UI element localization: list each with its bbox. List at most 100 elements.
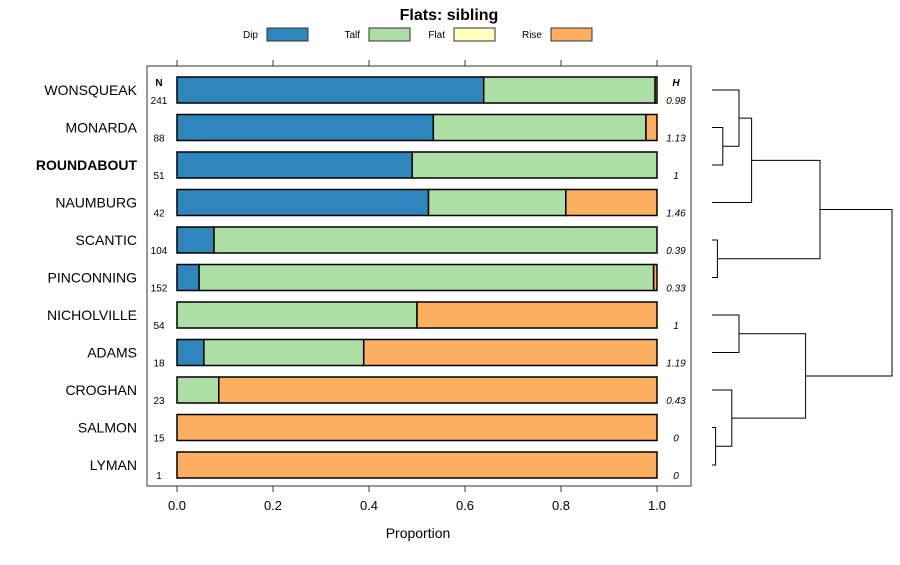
n-value: 51 xyxy=(153,171,165,182)
h-value: 0.98 xyxy=(666,96,686,107)
n-value: 241 xyxy=(151,96,168,107)
bar-segment-dip xyxy=(176,113,435,142)
dendrogram-branch xyxy=(712,427,717,466)
h-value: 1 xyxy=(673,171,679,182)
x-tick-label: 0.0 xyxy=(168,498,186,513)
bar-segment-dip xyxy=(176,151,413,179)
legend-label-talf: Talf xyxy=(344,30,360,41)
legend-label-flat: Flat xyxy=(428,30,445,41)
bar-segment-rise xyxy=(654,76,658,104)
h-value: 0 xyxy=(673,471,679,482)
x-tick-label: 1.0 xyxy=(648,498,666,513)
bar-segment-talf xyxy=(176,301,418,329)
n-value: 18 xyxy=(153,359,165,370)
bar-row-monarda: MONARDA 88 1.13 xyxy=(65,113,686,145)
x-tick-label: 0.4 xyxy=(360,498,378,513)
bar-segment-rise xyxy=(565,188,658,217)
n-value: 15 xyxy=(153,434,165,445)
bar-row-nicholville: NICHOLVILLE 54 1 xyxy=(47,301,679,332)
legend-swatch-talf xyxy=(368,27,411,42)
x-tick-label: 0.6 xyxy=(456,498,474,513)
h-value: 1.19 xyxy=(666,359,686,370)
bar-segment-talf xyxy=(432,113,647,142)
bar-segment-talf xyxy=(198,263,655,292)
dendrogram-branch xyxy=(805,209,893,377)
category-label: ROUNDABOUT xyxy=(36,157,138,173)
legend: Dip Talf Flat Rise xyxy=(243,27,593,42)
n-value: 23 xyxy=(153,396,165,407)
dendrogram-branch xyxy=(712,239,718,278)
h-header: H xyxy=(672,78,680,89)
dendrogram xyxy=(712,89,893,466)
dendrogram-branch xyxy=(712,127,724,166)
x-tick-label: 0.8 xyxy=(552,498,570,513)
category-label: SCANTIC xyxy=(76,232,137,248)
bar-segment-talf xyxy=(176,376,220,404)
dendrogram-branch xyxy=(712,314,740,353)
bar-segment-rise xyxy=(652,263,658,292)
bar-segment-rise xyxy=(176,413,658,442)
bar-segment-dip xyxy=(176,188,430,217)
n-value: 104 xyxy=(151,246,168,257)
bar-segment-talf xyxy=(213,226,658,254)
x-tick-label: 0.2 xyxy=(264,498,282,513)
category-label: PINCONNING xyxy=(48,270,137,286)
bar-segment-dip xyxy=(176,338,205,367)
legend-swatch-flat xyxy=(453,27,496,42)
x-axis-label: Proportion xyxy=(386,525,451,541)
h-value: 0.43 xyxy=(666,396,686,407)
bar-segment-rise xyxy=(218,376,658,404)
dendrogram-branch xyxy=(712,89,740,147)
n-value: 88 xyxy=(153,134,165,145)
category-label: SALMON xyxy=(78,420,137,436)
category-label: NAUMBURG xyxy=(55,195,137,211)
bar-row-pinconning: PINCONNING 152 0.33 xyxy=(48,263,686,295)
plot-frame xyxy=(146,65,692,487)
bar-segment-rise xyxy=(362,338,658,367)
chart-title: Flats: sibling xyxy=(400,7,499,24)
category-label: MONARDA xyxy=(65,120,137,136)
n-value: 42 xyxy=(153,209,165,220)
h-value: 0.39 xyxy=(666,246,686,257)
category-label: CROGHAN xyxy=(65,382,137,398)
bar-row-naumburg: NAUMBURG 42 1.46 xyxy=(55,188,686,220)
bar-row-adams: ADAMS 18 1.19 xyxy=(87,338,686,370)
n-value: 152 xyxy=(151,284,168,295)
bar-row-salmon: SALMON 15 0 xyxy=(78,413,679,445)
h-value: 1.46 xyxy=(666,209,686,220)
n-header: N xyxy=(155,78,162,89)
bar-segment-dip xyxy=(176,263,200,292)
dendrogram-branch xyxy=(731,333,807,419)
bar-segment-rise xyxy=(176,451,658,479)
category-label: WONSQUEAK xyxy=(44,82,137,98)
bar-segment-talf xyxy=(427,188,567,217)
legend-swatch-rise xyxy=(550,27,593,42)
h-value: 0 xyxy=(673,434,679,445)
bar-segment-rise xyxy=(645,113,658,142)
bar-row-roundabout: ROUNDABOUT 51 1 xyxy=(36,151,679,182)
dendrogram-branch xyxy=(712,389,733,447)
bar-segment-talf xyxy=(482,76,656,104)
legend-label-dip: Dip xyxy=(243,30,258,41)
legend-swatch-dip xyxy=(266,27,309,42)
n-value: 1 xyxy=(156,471,162,482)
n-value: 54 xyxy=(153,321,165,332)
dendrogram-branch xyxy=(712,117,753,203)
category-label: ADAMS xyxy=(87,345,137,361)
bar-row-scantic: SCANTIC 104 0.39 xyxy=(76,226,686,257)
bar-row-lyman: LYMAN 1 0 xyxy=(90,451,679,482)
bar-segment-talf xyxy=(411,151,658,179)
bar-segment-talf xyxy=(203,338,365,367)
bar-segment-dip xyxy=(176,76,485,104)
h-value: 1 xyxy=(673,321,679,332)
legend-label-rise: Rise xyxy=(522,30,542,41)
h-value: 0.33 xyxy=(666,284,686,295)
bar-row-wonsqueak: WONSQUEAK 241 0.98 xyxy=(44,76,686,107)
category-label: LYMAN xyxy=(90,457,137,473)
bar-segment-rise xyxy=(416,301,658,329)
category-label: NICHOLVILLE xyxy=(47,307,137,323)
h-value: 1.13 xyxy=(666,134,686,145)
bar-row-croghan: CROGHAN 23 0.43 xyxy=(65,376,686,407)
dendrogram-branch xyxy=(717,159,821,260)
